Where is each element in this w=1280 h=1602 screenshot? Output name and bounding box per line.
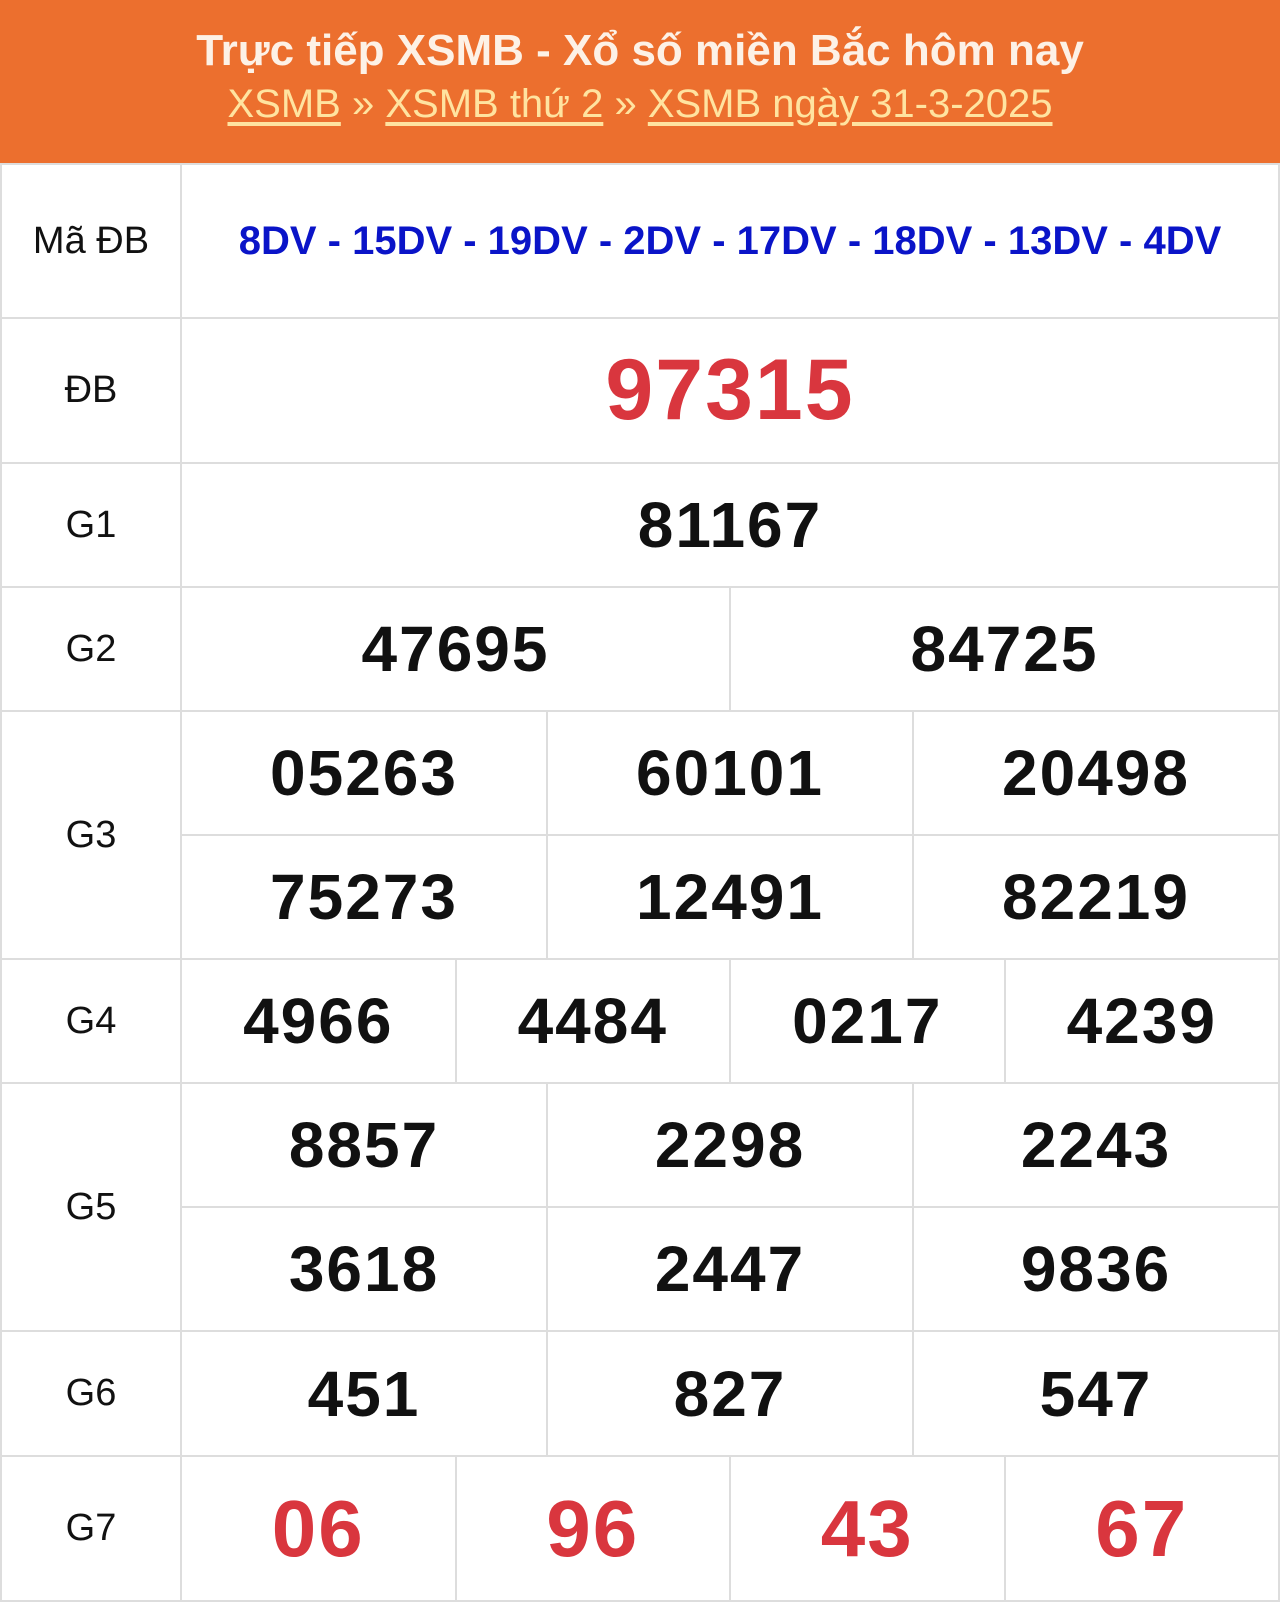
breadcrumb-separator: »	[351, 82, 375, 126]
special-prize: 97315	[180, 317, 1280, 464]
prize-number: 47695	[180, 586, 731, 712]
row-g1: G1 81167	[0, 462, 1280, 588]
prize-number: 2447	[546, 1206, 914, 1332]
prize-number: 8857	[180, 1082, 548, 1208]
breadcrumb-xsmb-thu-2[interactable]: XSMB thứ 2	[385, 82, 604, 126]
row-g4: G4 4966 4484 0217 4239	[0, 958, 1280, 1084]
prize-number: 05263	[180, 710, 548, 836]
prize-number: 12491	[546, 834, 914, 960]
row-g6: G6 451 827 547	[0, 1330, 1280, 1457]
prize-number: 06	[180, 1455, 457, 1602]
prize-number: 4966	[180, 958, 457, 1084]
prize-number: 60101	[546, 710, 914, 836]
label-g4: G4	[0, 958, 182, 1084]
prize-number: 827	[546, 1330, 914, 1457]
prize-number: 2298	[546, 1082, 914, 1208]
prize-number: 9836	[912, 1206, 1280, 1332]
prize-number: 2243	[912, 1082, 1280, 1208]
prize-number: 4239	[1003, 958, 1280, 1084]
label-g6: G6	[0, 1330, 182, 1457]
prize-number: 67	[1003, 1455, 1280, 1602]
label-db: ĐB	[0, 317, 182, 464]
row-ma-db: Mã ĐB 8DV - 15DV - 19DV - 2DV - 17DV - 1…	[0, 163, 1280, 319]
prize-number: 3618	[180, 1206, 548, 1332]
breadcrumb-separator: »	[614, 82, 637, 126]
prize-number: 451	[180, 1330, 548, 1457]
row-g5: G5 8857 2298 2243	[0, 1082, 1280, 1332]
row-g3: G3 05263 60101 20498	[0, 710, 1280, 960]
results-table: Mã ĐB 8DV - 15DV - 19DV - 2DV - 17DV - 1…	[0, 163, 1280, 1602]
prize-number: 4484	[454, 958, 731, 1084]
row-db: ĐB 97315	[0, 317, 1280, 464]
label-g1: G1	[0, 462, 182, 588]
label-ma-db: Mã ĐB	[0, 163, 182, 319]
label-g3: G3	[0, 710, 182, 960]
row-g3b: 75273 12491 82219	[1, 834, 1280, 960]
breadcrumb-xsmb[interactable]: XSMB	[227, 82, 341, 126]
label-g2: G2	[0, 586, 182, 712]
prize-number: 75273	[180, 834, 548, 960]
prize-number: 0217	[729, 958, 1006, 1084]
prize-number: 96	[454, 1455, 731, 1602]
row-g2: G2 47695 84725	[0, 586, 1280, 712]
page-header: Trực tiếp XSMB - Xổ số miền Bắc hôm nay …	[0, 0, 1280, 163]
prize-number: 84725	[729, 586, 1280, 712]
prize-number: 82219	[912, 834, 1280, 960]
row-g7: G7 06 96 43 67	[0, 1455, 1280, 1602]
page-title: Trực tiếp XSMB - Xổ số miền Bắc hôm nay	[196, 26, 1084, 75]
prize-number: 81167	[180, 462, 1280, 588]
label-g5: G5	[0, 1082, 182, 1332]
label-g7: G7	[0, 1455, 182, 1602]
row-g5b: 3618 2447 9836	[1, 1206, 1280, 1332]
breadcrumb-xsmb-date[interactable]: XSMB ngày 31-3-2025	[647, 82, 1053, 126]
prize-number: 43	[729, 1455, 1006, 1602]
prize-number: 20498	[912, 710, 1280, 836]
breadcrumb: XSMB » XSMB thứ 2 » XSMB ngày 31-3-2025	[0, 78, 1280, 130]
prize-number: 547	[912, 1330, 1280, 1457]
ma-db-value: 8DV - 15DV - 19DV - 2DV - 17DV - 18DV - …	[180, 163, 1280, 319]
